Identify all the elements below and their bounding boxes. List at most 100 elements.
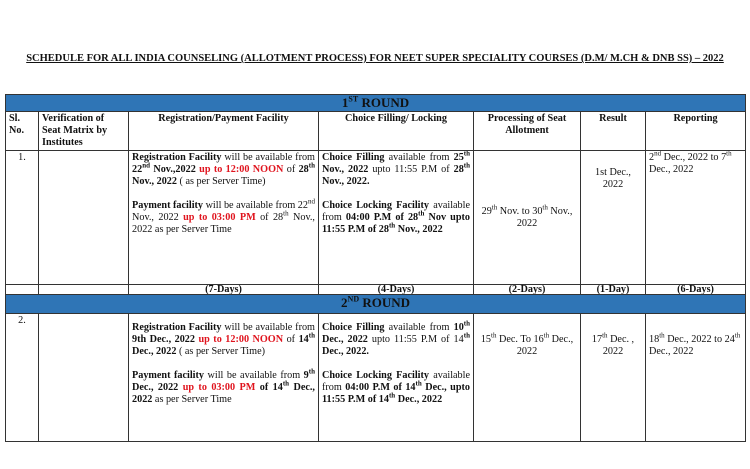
- text-run: 28: [298, 164, 309, 175]
- text-run: th: [542, 203, 548, 212]
- text-run: Dec., upto 11:55 P.M of 14: [322, 382, 470, 405]
- text-run: 28: [453, 164, 464, 175]
- duration: (6-Days): [644, 284, 747, 295]
- text-run: th: [659, 331, 665, 340]
- document-title: SCHEDULE FOR ALL INDIA COUNSELING (ALLOT…: [26, 53, 724, 64]
- text-run: Nov.,2022: [149, 164, 196, 175]
- text-run: ST: [348, 94, 359, 104]
- text-run: Registration Facility: [132, 152, 222, 163]
- text-run: Payment facility: [132, 370, 204, 381]
- text-run: will be available from 22: [203, 200, 308, 211]
- text-run: Registration Facility: [132, 322, 222, 333]
- paragraph: Payment facility will be available from …: [132, 367, 315, 406]
- text-run: Dec., 2022 to 24: [664, 334, 735, 345]
- duration: (2-Days): [473, 284, 581, 295]
- text-run: will be available from: [204, 370, 304, 381]
- text-run: available from: [384, 152, 454, 163]
- text-run: Choice Filling: [322, 152, 385, 163]
- processing-cell: 29th Nov. to 30th Nov., 2022: [473, 150, 581, 285]
- text-run: th: [463, 150, 471, 158]
- text-run: Dec., 2022: [132, 382, 179, 393]
- text-run: Choice Filling: [322, 322, 385, 333]
- paragraph: Registration Facility will be available …: [132, 152, 315, 188]
- text-run: 15: [480, 334, 492, 345]
- registration-cell: Registration Facility will be available …: [128, 313, 319, 442]
- text-run: 9th Dec., 2022: [132, 334, 195, 345]
- schedule-row: 1. Registration Facility will be availabl…: [5, 150, 747, 285]
- text-run: 04:00 P.M of 28: [345, 212, 419, 223]
- text-run: up to 03:00 PM: [178, 382, 256, 393]
- text-run: 14: [298, 334, 309, 345]
- duration: (4-Days): [318, 284, 474, 295]
- processing-cell: 15th Dec. To 16th Dec., 2022: [473, 313, 581, 442]
- duration: (1-Day): [580, 284, 646, 295]
- paragraph: Choice Locking Facility available from 0…: [322, 200, 470, 236]
- column-header: Verification of Seat Matrix by Institute…: [38, 111, 129, 151]
- text-run: th: [308, 161, 315, 170]
- paragraph: Choice Filling available from 10th Dec.,…: [322, 319, 471, 358]
- text-run: th: [463, 161, 471, 170]
- text-run: Nov., 2022: [132, 212, 184, 223]
- text-run: th: [463, 319, 471, 328]
- column-header: Result: [580, 111, 646, 151]
- text-run: 1: [341, 95, 349, 111]
- choice-cell: Choice Filling available from 10th Dec.,…: [318, 313, 474, 442]
- text-run: th: [734, 331, 741, 340]
- reporting-cell: 18th Dec., 2022 to 24th Dec., 2022: [644, 313, 747, 442]
- result-cell: 17th Dec. , 2022: [580, 313, 646, 442]
- text-run: th: [418, 209, 425, 218]
- text-run: Dec., 2022 to 7: [661, 152, 727, 163]
- serial-no: 1.: [5, 150, 39, 285]
- text-run: will be available from: [221, 322, 315, 333]
- round-title: 2ND ROUND: [4, 294, 747, 314]
- text-run: up to 12:00 NOON: [195, 164, 284, 175]
- text-run: th: [282, 379, 290, 388]
- column-header: Reporting: [644, 111, 747, 151]
- text-run: Choice Locking Facility: [322, 200, 429, 211]
- paragraph: Payment facility will be available from …: [132, 197, 315, 236]
- text-run: upto 11:55 P.M of 14: [367, 334, 464, 345]
- text-run: th: [308, 331, 315, 340]
- text-run: ND: [347, 294, 360, 304]
- paragraph: Registration Facility will be available …: [132, 322, 315, 358]
- text-run: th: [388, 391, 396, 400]
- text-run: available from: [322, 200, 470, 223]
- text-run: nd: [654, 150, 662, 158]
- text-run: nd: [307, 197, 315, 206]
- text-run: available from: [322, 370, 470, 393]
- text-run: ROUND: [358, 95, 410, 111]
- text-run: Dec., 2022: [395, 394, 443, 405]
- text-run: ( as per Server Time): [177, 176, 266, 187]
- text-run: up to 12:00 NOON: [195, 334, 284, 345]
- text-run: Dec., 2022: [132, 382, 315, 405]
- table-body: 1ST ROUND Sl. No. Verification of Seat Mat…: [4, 94, 747, 442]
- text-run: Nov upto 11:55 P.M of 28: [322, 212, 470, 235]
- text-run: th: [283, 209, 289, 218]
- text-run: th: [463, 331, 470, 340]
- text-run: 2: [649, 152, 655, 163]
- text-run: th: [388, 221, 396, 230]
- column-header: Processing of Seat Allotment: [473, 111, 581, 151]
- text-run: th: [602, 331, 608, 340]
- result-cell: 1st Dec., 2022: [580, 150, 646, 285]
- text-run: of: [283, 334, 299, 345]
- text-run: Nov., 2022.: [322, 176, 370, 187]
- header-row: Sl. No. Verification of Seat Matrix by In…: [5, 111, 747, 151]
- text-run: will be available from: [221, 152, 315, 163]
- text-run: of: [283, 164, 299, 175]
- text-run: th: [308, 367, 315, 376]
- duration-row: (7-Days) (4-Days) (2-Days) (1-Day) (6-Days): [5, 284, 747, 295]
- text-run: Choice Locking Facility: [322, 370, 429, 381]
- verification-cell: [38, 313, 129, 442]
- text-run: Nov., 2022: [132, 176, 177, 187]
- text-run: Nov., 2022: [395, 224, 443, 235]
- column-header: Sl. No.: [5, 111, 39, 151]
- schedule-table: 1ST ROUND Sl. No. Verification of Seat Mat…: [4, 94, 747, 442]
- paragraph: Choice Locking Facility available from 0…: [322, 370, 470, 406]
- choice-cell: Choice Filling available from 25th Nov.,…: [318, 150, 474, 285]
- empty-cell: [5, 284, 39, 295]
- text-run: th: [491, 203, 498, 212]
- text-run: Dec., 2022: [132, 346, 177, 357]
- text-run: Dec. To 16: [496, 334, 544, 345]
- text-run: Dec., 2022: [649, 346, 694, 357]
